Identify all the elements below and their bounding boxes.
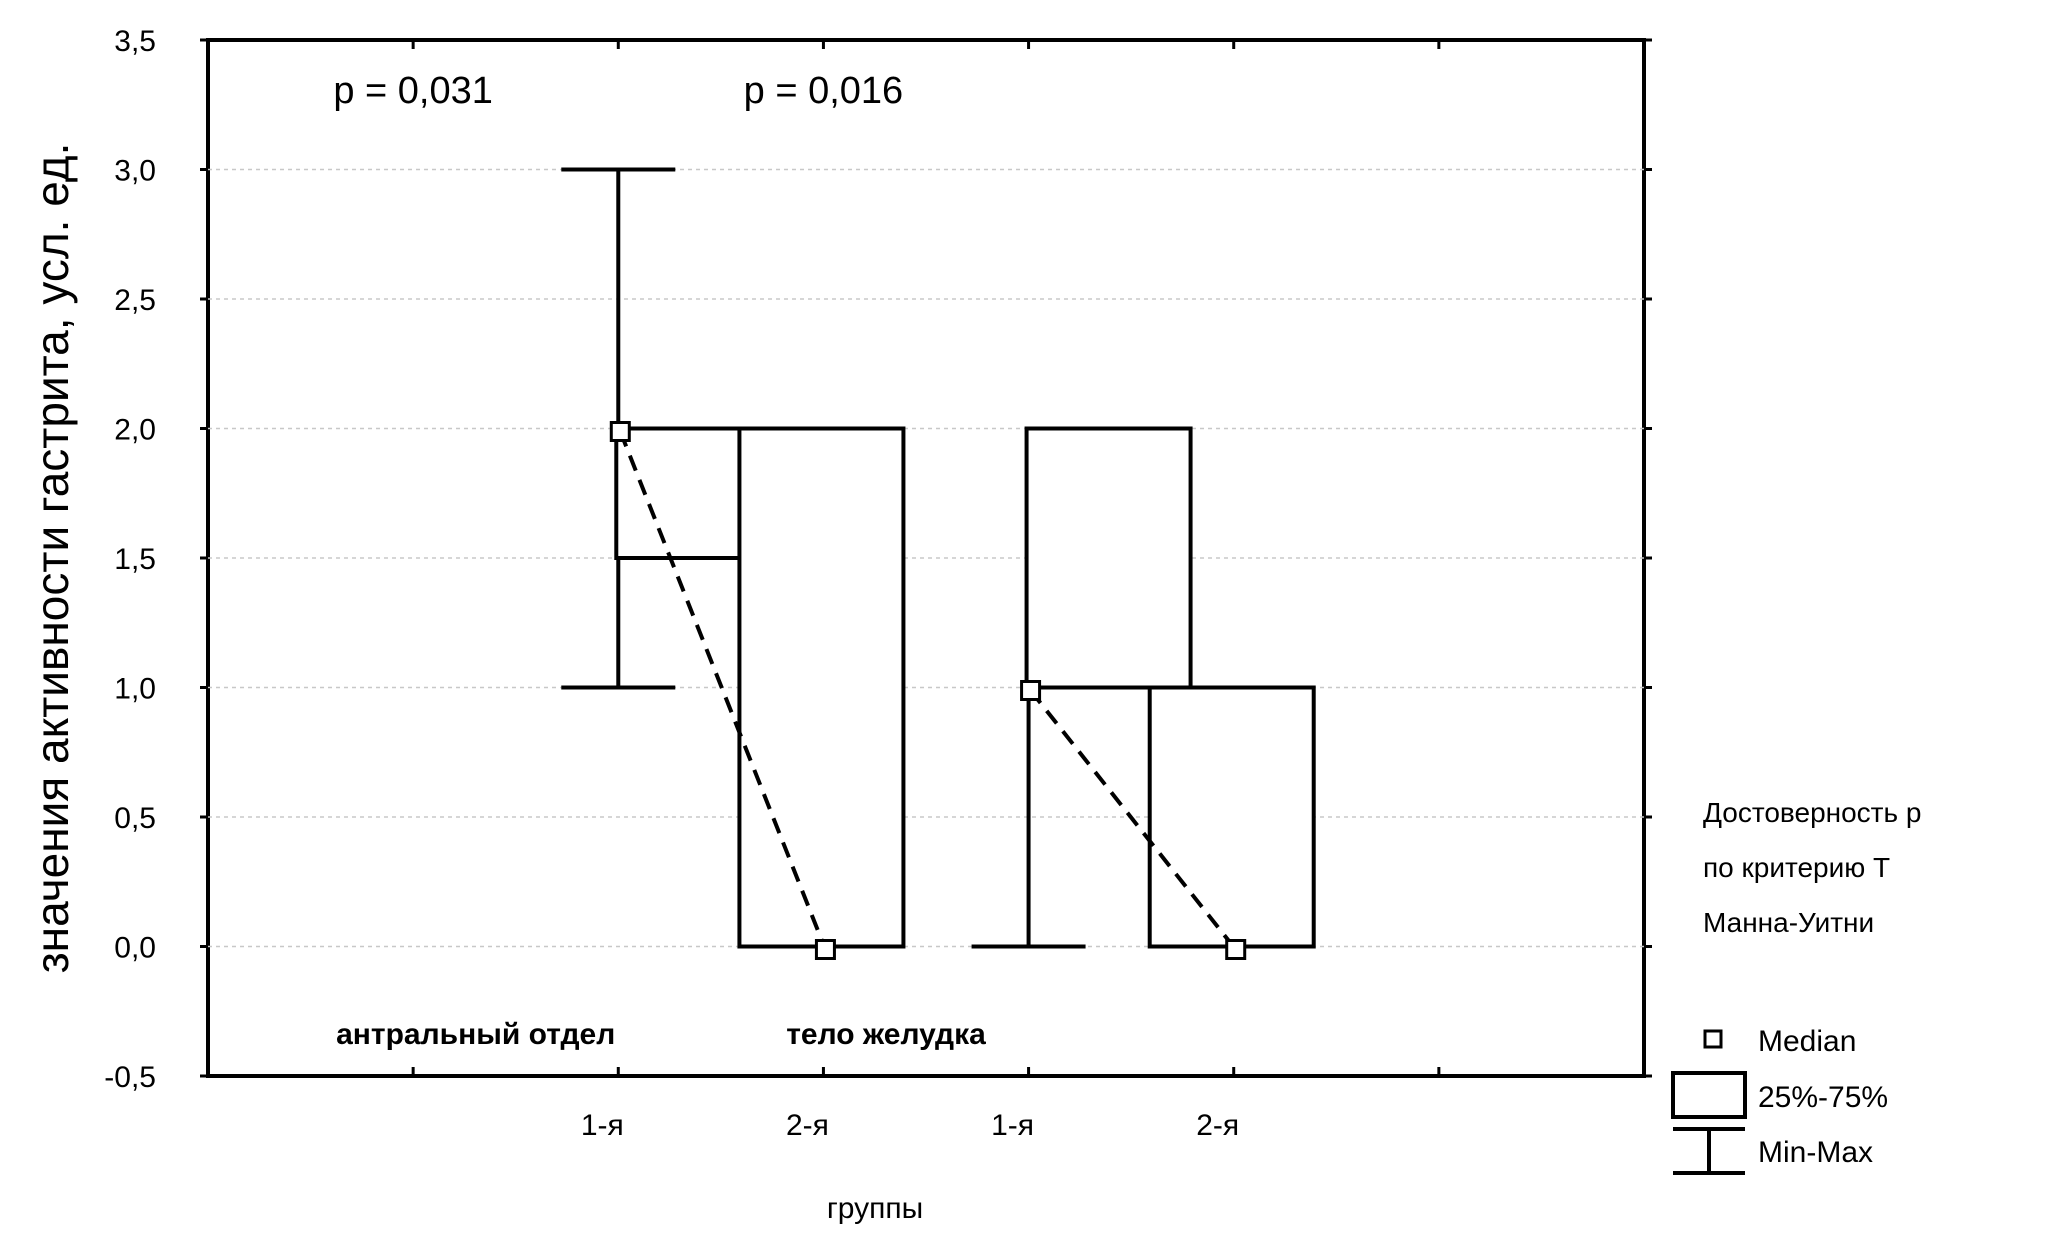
iqr-box	[1147, 685, 1316, 949]
p-value-label: p = 0,031	[333, 70, 493, 112]
legend-whisker-label: Min-Max	[1758, 1136, 1873, 1169]
group-label: антральный отдел	[336, 1018, 615, 1051]
median-marker	[1225, 939, 1247, 960]
y-tick-label: 1,0	[114, 673, 156, 706]
plot-area	[206, 38, 1646, 1078]
y-axis-ticks: -0,5 0,0 0,5 1,0 1,5 2,0 2,5 3,0 3,5	[104, 25, 1652, 1094]
x-axis-top-ticks	[411, 40, 1441, 1076]
y-tick-label: 3,5	[114, 25, 156, 58]
y-tick-label: 2,0	[114, 414, 156, 447]
legend-box-icon	[1671, 1071, 1747, 1119]
legend-median-label: Median	[1758, 1025, 1856, 1058]
legend-box-label: 25%-75%	[1758, 1081, 1888, 1114]
median-link	[1029, 689, 1238, 951]
median-links-layer	[609, 421, 1247, 960]
note: Достоверность р по критерию Т Манна-Уитн…	[1703, 797, 1921, 938]
iqr-box	[1024, 426, 1193, 690]
category-label: 1-я	[581, 1109, 624, 1142]
category-label: 2-я	[786, 1109, 829, 1142]
note-line-3: Манна-Уитни	[1703, 907, 1874, 938]
y-tick-label: 2,5	[114, 284, 156, 317]
iqr-box	[737, 426, 906, 949]
legend: Median 25%-75% Min-Max	[1671, 1025, 1888, 1175]
box-1-2-я	[737, 426, 906, 949]
median-marker	[1020, 680, 1042, 701]
category-label: 1-я	[991, 1109, 1034, 1142]
y-tick-label: -0,5	[104, 1061, 156, 1094]
legend-median-icon	[1703, 1029, 1723, 1049]
y-axis-label: значения активности гастрита, усл. ед.	[26, 143, 78, 974]
x-axis-label: группы	[827, 1192, 923, 1225]
group-label: тело желудка	[786, 1018, 986, 1051]
p-value-label: p = 0,016	[744, 70, 904, 112]
box-2-1-я	[971, 426, 1193, 949]
category-label: 2-я	[1196, 1109, 1239, 1142]
note-line-2: по критерию Т	[1703, 852, 1890, 883]
box-2-2-я	[1147, 685, 1316, 949]
note-line-1: Достоверность р	[1703, 797, 1921, 828]
median-marker	[814, 939, 836, 960]
median-marker	[609, 421, 631, 442]
y-tick-label: 1,5	[114, 543, 156, 576]
y-tick-label: 3,0	[114, 155, 156, 188]
median-link	[618, 430, 828, 951]
y-tick-label: 0,0	[114, 932, 156, 965]
boxes-layer	[561, 167, 1316, 949]
labels-layer: 1-я 2-я антральный отдел p = 0,031 1-я 2-я тел…	[333, 70, 1239, 1142]
y-tick-label: 0,5	[114, 802, 156, 835]
legend-whisker-icon	[1673, 1127, 1745, 1175]
